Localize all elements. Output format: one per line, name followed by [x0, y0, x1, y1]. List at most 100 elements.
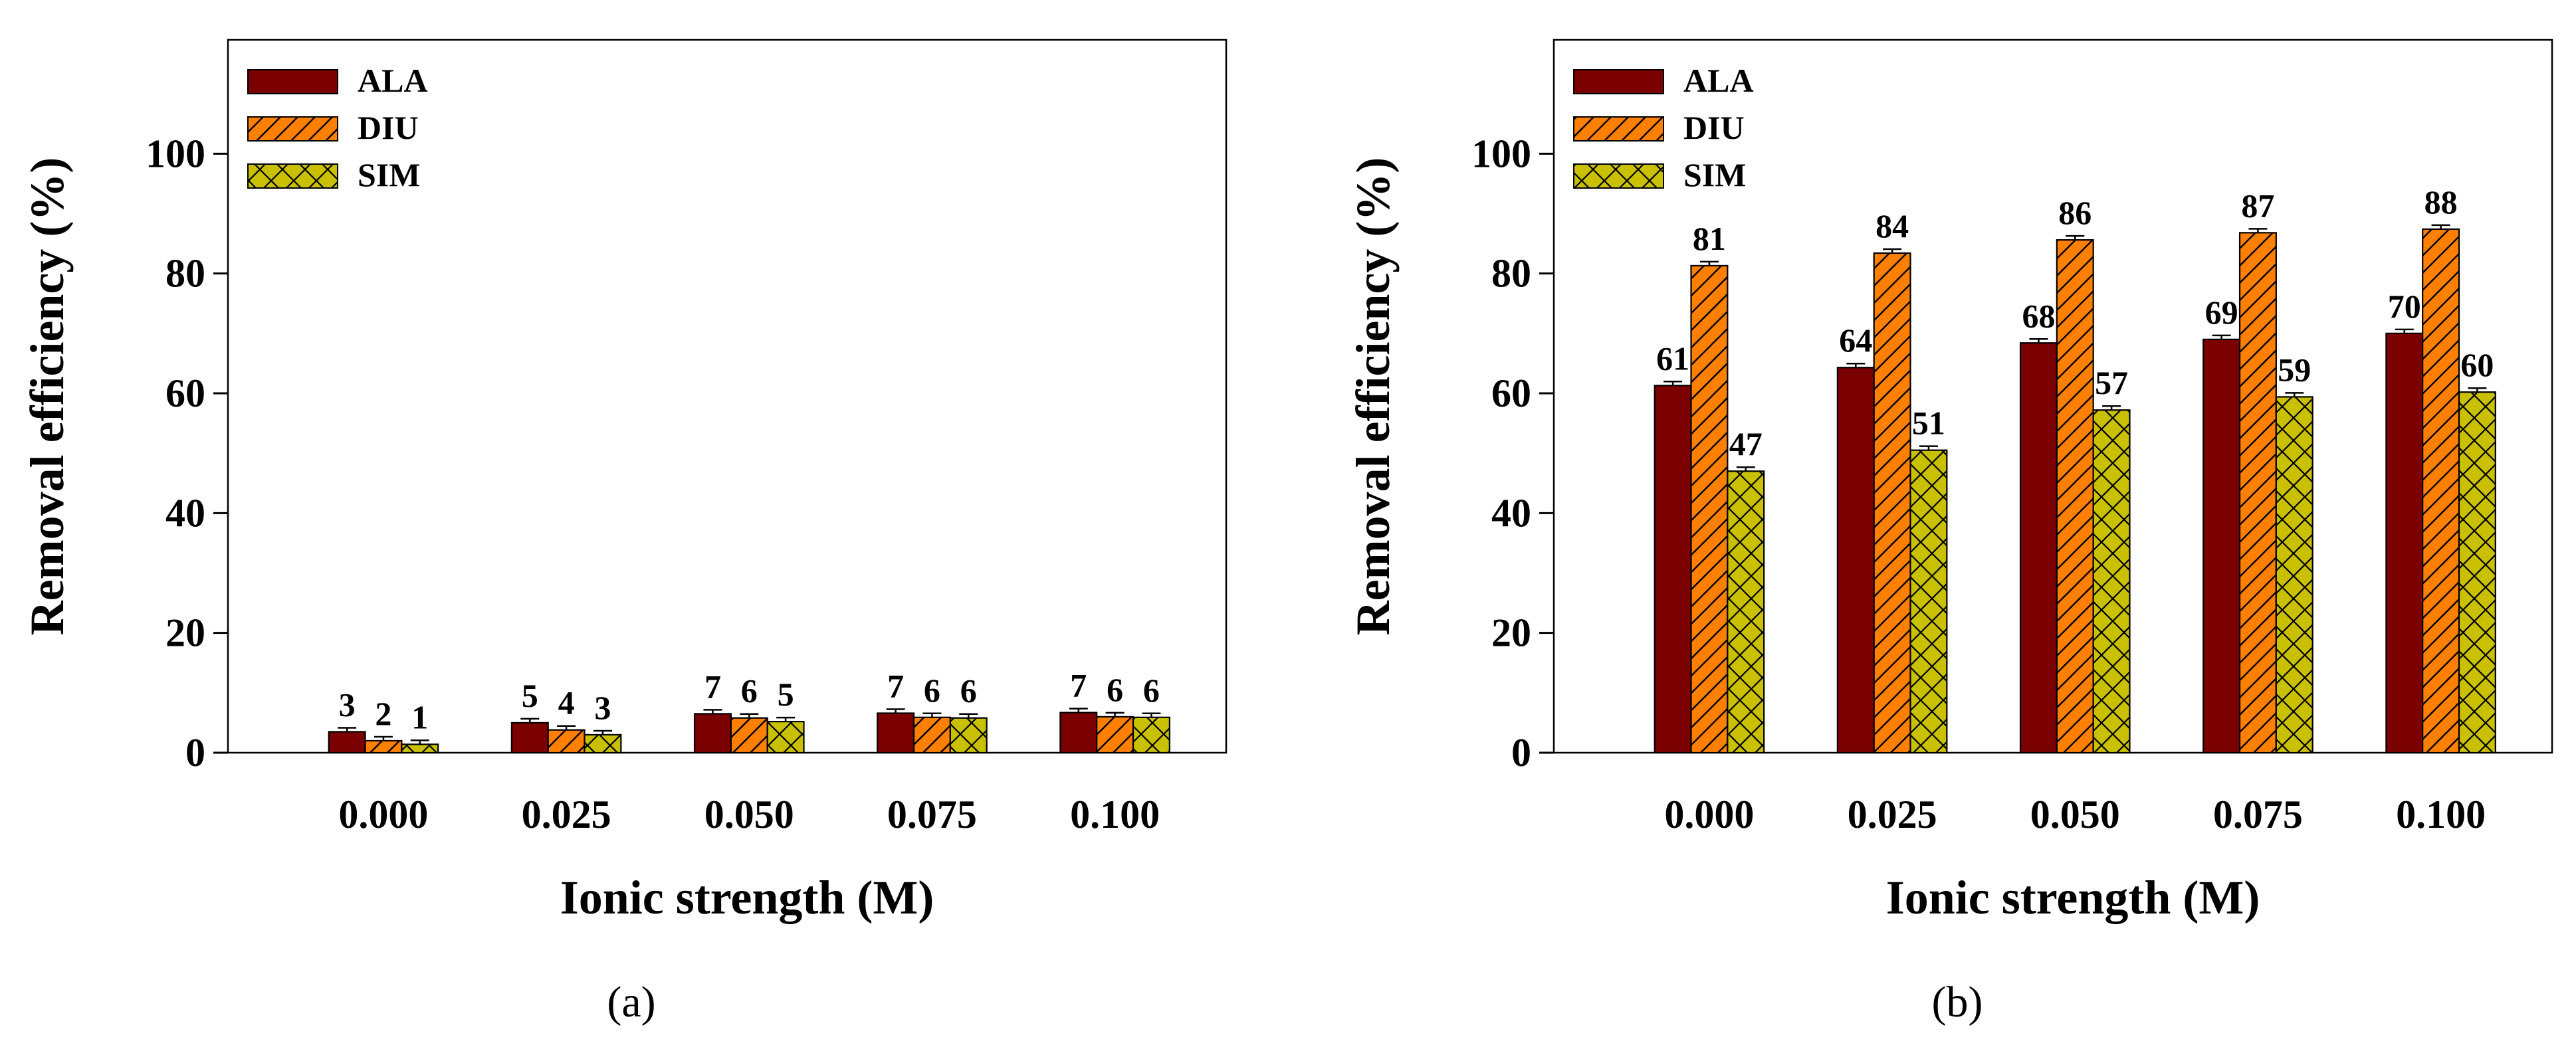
data-label: 7 — [1070, 667, 1087, 704]
legend-label-ala: ALA — [1683, 62, 1754, 99]
x-axis-label: Ionic strength (M) — [1886, 871, 2260, 924]
legend-label-sim: SIM — [358, 156, 420, 193]
bar-sim-0.100 — [1132, 716, 1170, 754]
data-label: 6 — [1107, 671, 1123, 708]
bar-diu-0.050 — [2056, 239, 2094, 754]
bar-sim-0.100 — [2458, 391, 2496, 754]
bar-ala-0.050 — [2019, 342, 2058, 754]
y-tick-label: 40 — [165, 491, 205, 535]
bar-ala-0.000 — [1654, 385, 1692, 754]
bar-diu-0.075 — [912, 716, 951, 754]
legend-swatch-diu — [247, 116, 338, 142]
data-label: 6 — [924, 672, 940, 709]
x-tick-label: 0.000 — [338, 793, 428, 836]
bar-diu-0.075 — [2238, 232, 2277, 754]
bar-diu-0.000 — [1690, 264, 1729, 754]
bar-ala-0.025 — [510, 721, 549, 754]
data-label: 87 — [2241, 187, 2274, 224]
y-tick-label: 80 — [1491, 252, 1531, 296]
bar-diu-0.000 — [364, 739, 403, 754]
bar-ala-0.000 — [328, 731, 366, 754]
y-tick-label: 40 — [1491, 491, 1531, 535]
bar-diu-0.025 — [547, 729, 586, 754]
panel-label: (b) — [1932, 978, 1983, 1026]
data-label: 3 — [594, 689, 611, 726]
panel-label: (a) — [607, 978, 655, 1026]
x-tick-label: 0.100 — [2396, 793, 2486, 836]
data-label: 81 — [1693, 220, 1726, 257]
data-label: 61 — [1656, 339, 1689, 377]
y-tick-label: 60 — [1491, 371, 1531, 415]
data-label: 7 — [704, 668, 721, 705]
y-tick-label: 20 — [165, 611, 205, 655]
data-label: 1 — [411, 698, 428, 735]
plot-frame — [227, 39, 1228, 754]
legend-swatch-ala — [1573, 69, 1664, 94]
bar-sim-0.000 — [401, 743, 439, 754]
y-tick-label: 0 — [185, 731, 205, 775]
bar-ala-0.100 — [2385, 332, 2424, 754]
y-tick-label: 0 — [1511, 731, 1531, 775]
y-tick-label: 100 — [146, 132, 205, 175]
data-label: 51 — [1912, 405, 1945, 442]
bar-ala-0.025 — [1836, 367, 1875, 754]
bar-ala-0.075 — [2202, 338, 2241, 754]
data-label: 3 — [339, 686, 356, 723]
data-label: 59 — [2278, 351, 2311, 388]
bar-sim-0.075 — [949, 717, 988, 754]
bar-sim-0.050 — [766, 721, 805, 754]
x-tick-label: 0.075 — [887, 793, 977, 836]
x-tick-label: 0.050 — [704, 793, 794, 836]
data-label: 84 — [1876, 207, 1909, 244]
x-tick-label: 0.100 — [1070, 793, 1160, 836]
data-label: 47 — [1729, 425, 1763, 462]
data-label: 5 — [522, 677, 538, 714]
chart-panel-b: 0 20 40 60 80 100 Removal efficiency (%) 61 81 47… — [1346, 39, 2553, 1026]
bar-ala-0.075 — [877, 712, 915, 754]
legend-swatch-sim — [247, 163, 338, 189]
data-label: 4 — [558, 684, 575, 721]
bar-sim-0.025 — [1909, 449, 1948, 754]
legend-label-ala: ALA — [358, 62, 428, 99]
legend-label-sim: SIM — [1683, 156, 1746, 193]
data-label: 2 — [375, 695, 391, 732]
bar-ala-0.100 — [1059, 712, 1098, 754]
bar-diu-0.100 — [1096, 716, 1134, 754]
data-label: 6 — [1143, 672, 1160, 709]
y-axis-label: Removal efficiency (%) — [1346, 157, 1400, 636]
bar-sim-0.050 — [2092, 409, 2131, 754]
data-label: 57 — [2095, 364, 2128, 401]
y-axis-label: Removal efficiency (%) — [21, 157, 74, 636]
data-label: 88 — [2424, 183, 2458, 221]
y-tick-label: 100 — [1471, 132, 1531, 175]
y-tick-label: 60 — [165, 371, 205, 415]
legend-swatch-sim — [1573, 163, 1664, 189]
bar-diu-0.025 — [1873, 252, 1911, 754]
x-tick-label: 0.025 — [1848, 793, 1937, 836]
data-label: 68 — [2022, 297, 2055, 334]
bar-ala-0.050 — [693, 713, 732, 754]
data-label: 70 — [2388, 288, 2421, 325]
legend-label-diu: DIU — [358, 109, 419, 146]
bar-sim-0.000 — [1727, 470, 1765, 754]
bar-diu-0.050 — [730, 717, 768, 754]
x-axis-label: Ionic strength (M) — [560, 871, 934, 924]
data-label: 6 — [741, 672, 758, 710]
x-tick-label: 0.025 — [522, 793, 611, 836]
y-tick-label: 80 — [165, 252, 205, 296]
x-tick-label: 0.075 — [2213, 793, 2303, 836]
data-label: 6 — [960, 672, 977, 710]
x-tick-label: 0.050 — [2030, 793, 2120, 836]
data-label: 60 — [2460, 346, 2494, 383]
legend-swatch-ala — [247, 69, 338, 94]
bar-sim-0.025 — [584, 733, 622, 754]
y-tick-label: 20 — [1491, 611, 1531, 655]
x-tick-label: 0.000 — [1664, 793, 1754, 836]
data-label: 86 — [2058, 194, 2092, 231]
bar-sim-0.075 — [2275, 396, 2313, 754]
data-label: 64 — [1839, 322, 1872, 359]
bar-diu-0.100 — [2422, 228, 2460, 754]
data-label: 69 — [2205, 294, 2238, 331]
legend-label-diu: DIU — [1683, 109, 1745, 146]
